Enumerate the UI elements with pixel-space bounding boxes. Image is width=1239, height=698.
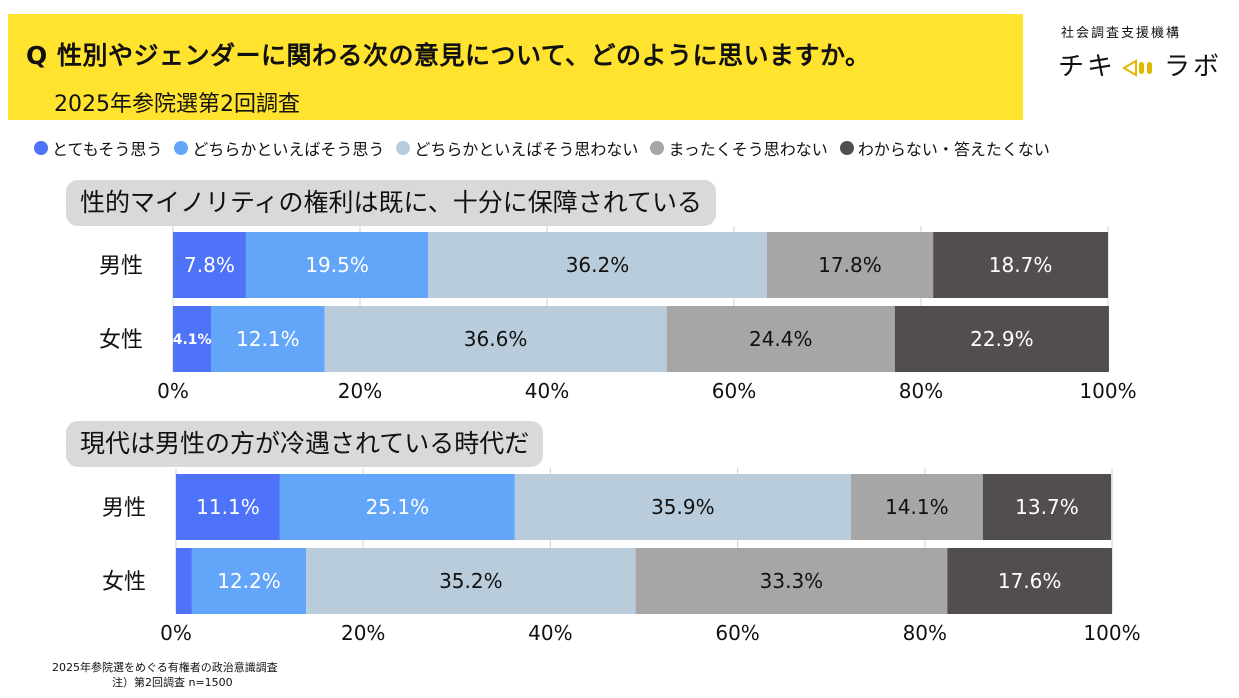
legend-item-5: わからない・答えたくない bbox=[839, 136, 1050, 160]
chart-1: 0% 20% 40% 60% 80% 100% 男性 7.8% 19.5% 36.2% 17.8% 1… bbox=[99, 226, 1137, 403]
footnote: 2025年参院選をめぐる有権者の政治意識調査 注）第2回調査 n=1500 bbox=[52, 660, 278, 690]
row-label: 男性 bbox=[99, 254, 143, 279]
row-label: 女性 bbox=[99, 328, 143, 353]
x-tick-label: 60% bbox=[712, 379, 756, 403]
data-label: 11.1% bbox=[196, 495, 260, 519]
data-label: 4.1% bbox=[173, 332, 212, 348]
bar-segment bbox=[850, 474, 983, 540]
brand-logo: 社会調査支援機構 チキ ラボ bbox=[1030, 14, 1230, 94]
data-label: 33.3% bbox=[760, 569, 824, 593]
bar-segment bbox=[982, 474, 1112, 540]
bar-segment bbox=[428, 232, 767, 298]
legend-swatch-4 bbox=[650, 141, 665, 155]
x-tick-label: 40% bbox=[525, 379, 569, 403]
legend-swatch-3 bbox=[396, 141, 411, 155]
data-label: 12.1% bbox=[236, 327, 300, 351]
legend: とてもそう思う どちらかといえばそう思う どちらかといえばそう思わない まったく… bbox=[34, 136, 1050, 160]
chart-2-title: 現代は男性の方が冷遇されている時代だ bbox=[66, 421, 544, 467]
bar-segment bbox=[279, 474, 515, 540]
data-label: 12.2% bbox=[217, 569, 281, 593]
brand-name-left: チキ bbox=[1058, 52, 1117, 82]
footnote-source: 2025年参院選をめぐる有権者の政治意識調査 bbox=[52, 661, 278, 674]
bar-segment bbox=[324, 306, 667, 372]
x-tick-label: 0% bbox=[157, 379, 189, 403]
legend-swatch-5 bbox=[839, 141, 854, 155]
brand-org: 社会調査支援機構 bbox=[1061, 26, 1182, 41]
x-tick-label: 0% bbox=[160, 621, 192, 645]
data-label: 13.7% bbox=[1015, 495, 1079, 519]
brand-name: チキ ラボ bbox=[1058, 46, 1222, 83]
header-banner: Q 性別やジェンダーに関わる次の意見について、どのように思いますか。 2025年… bbox=[8, 14, 1023, 120]
bar-segment bbox=[245, 232, 429, 298]
footnote-sample: 注）第2回調査 n=1500 bbox=[112, 676, 233, 689]
data-label: 35.2% bbox=[439, 569, 503, 593]
data-label: 24.4% bbox=[749, 327, 813, 351]
bar-segment bbox=[176, 548, 192, 614]
x-tick-label: 20% bbox=[341, 621, 385, 645]
legend-item-3: どちらかといえばそう思わない bbox=[396, 136, 638, 160]
legend-label-2: どちらかといえばそう思う bbox=[192, 140, 385, 159]
x-tick-label: 100% bbox=[1083, 621, 1140, 645]
data-label: 36.2% bbox=[566, 253, 630, 277]
bar-segment bbox=[766, 232, 934, 298]
bar-segment bbox=[211, 306, 325, 372]
data-label: 36.6% bbox=[464, 327, 528, 351]
legend-label-1: とてもそう思う bbox=[52, 140, 163, 159]
bar-segment bbox=[666, 306, 895, 372]
legend-item-1: とてもそう思う bbox=[34, 136, 162, 160]
chart-2: 0% 20% 40% 60% 80% 100% 男性 11.1% 25.1% 35.9% 14.1%… bbox=[102, 468, 1141, 645]
bar-segment bbox=[933, 232, 1108, 298]
data-label: 17.6% bbox=[998, 569, 1062, 593]
legend-item-2: どちらかといえばそう思う bbox=[174, 136, 384, 160]
bar-segment bbox=[894, 306, 1109, 372]
question-title: Q 性別やジェンダーに関わる次の意見について、どのように思いますか。 bbox=[26, 41, 871, 70]
x-tick-label: 20% bbox=[338, 379, 382, 403]
data-label: 19.5% bbox=[305, 253, 369, 277]
chart-1-title: 性的マイノリティの権利は既に、十分に保障されている bbox=[66, 180, 717, 226]
bar-segment bbox=[514, 474, 851, 540]
megaphone-icon bbox=[1122, 55, 1158, 77]
data-label: 25.1% bbox=[366, 495, 430, 519]
x-tick-label: 80% bbox=[899, 379, 943, 403]
legend-label-5: わからない・答えたくない bbox=[857, 140, 1050, 159]
legend-swatch-1 bbox=[34, 141, 48, 155]
data-label: 7.8% bbox=[184, 253, 235, 277]
bar-segment bbox=[947, 548, 1112, 614]
bar-segment bbox=[635, 548, 948, 614]
x-tick-label: 100% bbox=[1079, 379, 1136, 403]
x-tick-label: 80% bbox=[903, 621, 947, 645]
bar-segment bbox=[306, 548, 636, 614]
bar-segment bbox=[173, 306, 212, 372]
data-label: 35.9% bbox=[651, 495, 715, 519]
x-tick-label: 60% bbox=[715, 621, 759, 645]
survey-subtitle: 2025年参院選第2回調査 bbox=[54, 92, 300, 117]
data-label: 17.8% bbox=[818, 253, 882, 277]
bar-segment bbox=[191, 548, 307, 614]
legend-label-4: まったくそう思わない bbox=[668, 140, 828, 159]
bar-segment bbox=[173, 232, 246, 298]
row-label: 女性 bbox=[102, 570, 146, 595]
legend-item-4: まったくそう思わない bbox=[650, 136, 828, 160]
data-label: 14.1% bbox=[885, 495, 949, 519]
brand-name-right: ラボ bbox=[1164, 52, 1223, 82]
legend-label-3: どちらかといえばそう思わない bbox=[414, 140, 639, 159]
bar-segment bbox=[176, 474, 280, 540]
data-label: 18.7% bbox=[989, 253, 1053, 277]
legend-swatch-2 bbox=[174, 141, 189, 155]
row-label: 男性 bbox=[102, 496, 146, 521]
x-tick-label: 40% bbox=[528, 621, 572, 645]
data-label: 22.9% bbox=[970, 327, 1034, 351]
